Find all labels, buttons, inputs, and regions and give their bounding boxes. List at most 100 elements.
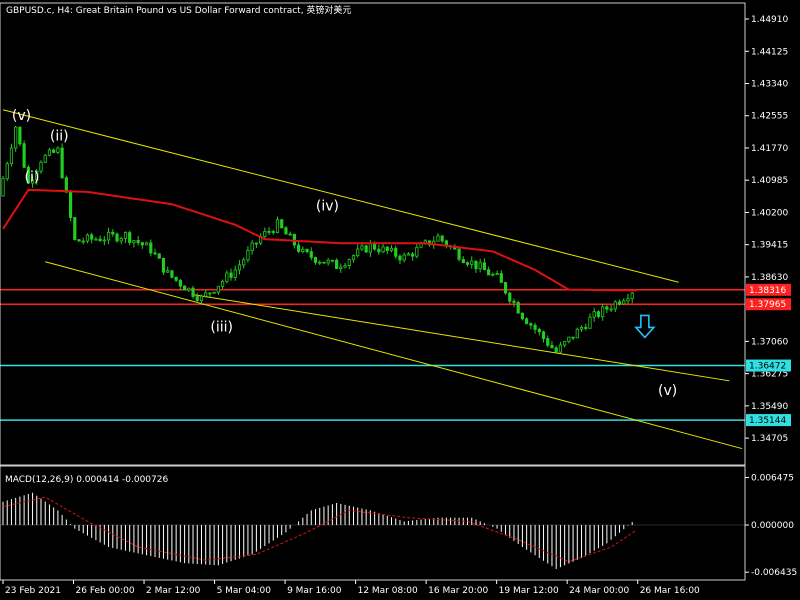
candle-body (457, 248, 461, 260)
candle-body (140, 242, 144, 246)
candle-body (465, 262, 470, 265)
candle-body (622, 300, 626, 305)
candle-body (208, 292, 212, 295)
candle-body (144, 242, 149, 246)
candle-body (305, 248, 309, 253)
candle-body (351, 255, 356, 261)
candle-body (267, 231, 271, 233)
time-tick-label: 24 Mar 00:00 (569, 586, 629, 596)
candle-body (626, 298, 630, 302)
candle-body (402, 254, 406, 261)
time-tick-label: 12 Mar 08:00 (358, 586, 418, 596)
candle-body (178, 279, 182, 287)
time-tick-label: 26 Feb 00:00 (76, 586, 135, 596)
level-price-label: 1.38316 (749, 286, 786, 296)
candle-body (356, 248, 360, 257)
candle-body (250, 242, 254, 251)
wave-label: (i) (25, 170, 40, 186)
candle-body (411, 253, 415, 257)
candle-body (368, 242, 372, 253)
candle-body (588, 316, 592, 329)
candle-body (537, 328, 541, 333)
price-tick-label: 1.42555 (751, 112, 788, 122)
macd-tick-label: 0.006475 (751, 474, 794, 484)
candle-body (398, 255, 402, 261)
candle-body (18, 126, 22, 145)
wave-label: (v) (12, 108, 31, 124)
candle-body (132, 240, 136, 243)
down-arrow-icon (634, 314, 656, 339)
candle-body (529, 323, 533, 326)
candle-body (461, 258, 465, 264)
candle-body (550, 344, 554, 349)
candle-body (554, 347, 558, 353)
candle-body (30, 179, 35, 184)
candle-body (77, 239, 81, 242)
candle-body (440, 235, 444, 242)
candle-body (102, 239, 106, 242)
candle-body (491, 273, 495, 276)
candle-body (233, 269, 237, 278)
time-tick-label: 23 Feb 2021 (5, 586, 61, 596)
candle-body (128, 232, 132, 243)
candle-body (68, 191, 73, 218)
candle-body (64, 177, 68, 193)
candle-body (166, 270, 170, 273)
price-tick-label: 1.43340 (751, 79, 788, 89)
candle-body (575, 328, 579, 339)
candle-body (482, 262, 487, 271)
candle-body (381, 246, 385, 253)
price-tick-label: 1.36275 (751, 370, 788, 380)
time-tick-label: 2 Mar 12:00 (146, 586, 201, 596)
candle-body (242, 259, 246, 266)
time-tick-label: 19 Mar 12:00 (499, 586, 559, 596)
moving-average-line (2, 188, 637, 292)
candle-body (94, 238, 98, 241)
price-tick-label: 1.34705 (751, 434, 788, 444)
wave-label: (iii) (210, 320, 233, 336)
candle-body (330, 259, 334, 262)
candle-body (9, 147, 14, 165)
support-level-badge (746, 359, 791, 372)
candle-body (385, 246, 389, 251)
channel-trendline (2, 109, 679, 283)
candle-body (495, 273, 499, 275)
candle-body (14, 126, 18, 149)
candle-body (60, 147, 64, 179)
candle-body (246, 250, 250, 261)
candle-body (119, 238, 123, 242)
candle-body (579, 327, 584, 330)
candle-body (609, 308, 613, 311)
time-tick-label: 9 Mar 16:00 (287, 586, 342, 596)
candle-body (237, 264, 242, 271)
candle-body (149, 242, 153, 254)
macd-pane[interactable] (0, 492, 745, 569)
candle-body (182, 285, 187, 291)
candle-body (187, 287, 191, 291)
candle-body (360, 245, 364, 250)
candle-body (111, 231, 115, 235)
candle-body (474, 260, 478, 270)
candle-body (47, 149, 52, 156)
candle-body (271, 231, 275, 233)
candle-body (35, 170, 39, 181)
candle-body (216, 285, 220, 293)
candle-body (533, 324, 537, 330)
candle-body (601, 306, 605, 317)
candle-body (487, 269, 491, 276)
candle-body (318, 261, 322, 264)
candle-body (326, 259, 330, 264)
candle-body (313, 257, 318, 263)
price-pane-frame (0, 2, 746, 466)
candle-body (558, 344, 563, 353)
candle-body (364, 245, 368, 253)
channel-trendline (192, 294, 730, 382)
candle-body (377, 248, 381, 253)
price-tick-label: 1.37060 (751, 337, 788, 347)
candle-body (541, 331, 546, 339)
candle-body (5, 163, 9, 180)
candle-body (212, 291, 216, 294)
price-pane[interactable]: (v) (ii) (i) (iv) (iii) (v) (0, 108, 745, 450)
